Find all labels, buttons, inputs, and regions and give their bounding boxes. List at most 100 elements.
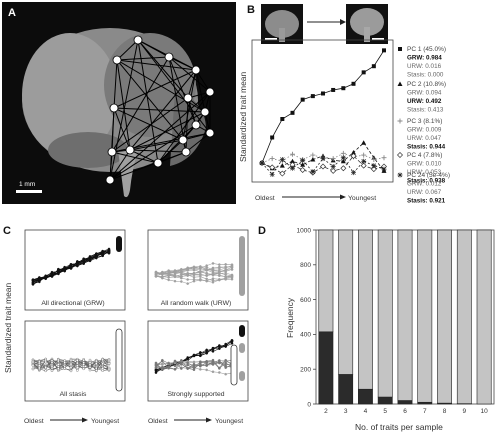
landmark-point bbox=[105, 175, 115, 185]
panel-c-point bbox=[57, 269, 60, 272]
panel-d-bar-segment bbox=[338, 229, 354, 375]
panel-c-point bbox=[69, 366, 73, 369]
panel-c-point bbox=[82, 367, 85, 371]
panel-c-point bbox=[88, 358, 92, 362]
panel-c-point bbox=[173, 368, 177, 371]
panel-b-point bbox=[259, 160, 265, 166]
panel-c-point bbox=[192, 368, 196, 372]
legend-entry-stat: GRW: 0.984 bbox=[407, 55, 442, 62]
landmark-point bbox=[125, 145, 135, 155]
panel-c-point bbox=[161, 272, 164, 276]
legend-marker bbox=[397, 152, 403, 158]
panel-d-bar-segment bbox=[318, 229, 334, 333]
landmark-point bbox=[191, 120, 201, 130]
landmark-line bbox=[113, 59, 118, 109]
panel-c-point bbox=[224, 268, 227, 272]
landmark-point bbox=[107, 147, 117, 157]
panel-b-point bbox=[340, 165, 347, 172]
panel-c-point bbox=[38, 364, 41, 368]
panel-c-point bbox=[50, 364, 54, 368]
panel-b-point bbox=[290, 165, 295, 171]
panel-c-point bbox=[199, 352, 202, 355]
panel-b-axes bbox=[251, 39, 394, 183]
panel-c-point bbox=[180, 280, 183, 283]
legend-entry-stat: GRW: 0.010 bbox=[407, 161, 442, 168]
panel-c-point bbox=[31, 281, 35, 284]
landmark-line bbox=[185, 97, 189, 153]
panel-d-bar-segment bbox=[377, 229, 393, 398]
panel-c-point bbox=[69, 369, 73, 373]
landmark-line bbox=[109, 107, 115, 181]
panel-c-point bbox=[161, 368, 164, 371]
panel-c-point bbox=[88, 362, 92, 366]
panel-d-xtick-label: 9 bbox=[463, 408, 467, 415]
legend-entry-title: PC 24 (5e-4%) bbox=[407, 172, 450, 179]
panel-c-point bbox=[205, 363, 208, 367]
panel-c-point bbox=[154, 366, 158, 370]
panel-b-point bbox=[361, 70, 366, 75]
panel-c-point bbox=[95, 362, 98, 365]
legend-marker bbox=[397, 118, 403, 124]
panel-c-point bbox=[218, 347, 221, 350]
panel-d-xtick-label: 10 bbox=[480, 408, 488, 415]
panel-c-point bbox=[31, 363, 35, 367]
panel-c-point bbox=[63, 266, 66, 269]
panel-b-point bbox=[351, 170, 356, 176]
panel-c-point bbox=[101, 362, 104, 366]
panel-b-point bbox=[310, 169, 316, 175]
legend-entry-title: PC 3 (8.1%) bbox=[407, 118, 442, 125]
panel-d-xtick-label: 7 bbox=[423, 408, 427, 415]
panel-d-ytick-label: 400 bbox=[300, 332, 311, 339]
panel-b-point bbox=[331, 87, 336, 92]
legend-entry-stat: GRW: 0.009 bbox=[407, 127, 442, 134]
panel-c-point bbox=[218, 273, 221, 277]
panel-c-point bbox=[218, 359, 221, 362]
panel-c-point bbox=[218, 366, 221, 370]
panel-c-left-xlabel-left: Oldest bbox=[24, 418, 44, 425]
panel-c-point bbox=[76, 262, 79, 265]
panel-b-point bbox=[382, 48, 386, 53]
panel-c-point bbox=[186, 363, 189, 367]
panel-c-left-xlabel-right: Youngest bbox=[91, 418, 119, 425]
panel-c-point bbox=[180, 275, 183, 279]
legend-entry-stat: GRW: 0.012 bbox=[407, 181, 442, 188]
panel-b-point bbox=[371, 64, 376, 69]
panel-d-bar-segment bbox=[338, 374, 354, 405]
panel-c-point bbox=[154, 361, 158, 365]
panel-c-point bbox=[205, 359, 208, 363]
panel-c-point bbox=[199, 360, 202, 364]
panel-c-point bbox=[69, 266, 73, 270]
panel-c-point bbox=[224, 372, 227, 376]
panel-b-point bbox=[371, 156, 377, 162]
panel-c-point bbox=[167, 366, 170, 369]
panel-c-point bbox=[199, 354, 202, 357]
landmark-point bbox=[205, 128, 215, 138]
landmark-point bbox=[183, 93, 193, 103]
panel-c-point bbox=[199, 364, 202, 367]
panel-c-subplots: All directional (GRW) All random walk (UR… bbox=[24, 229, 249, 402]
panel-c-point bbox=[50, 359, 54, 363]
panel-d-bar-segment bbox=[476, 229, 492, 405]
landmark-point bbox=[181, 147, 191, 157]
panel-c-point bbox=[211, 346, 215, 350]
panel-c-point bbox=[76, 359, 79, 362]
panel-c-point bbox=[205, 351, 208, 355]
panel-b-point bbox=[330, 164, 336, 170]
panel-b-point bbox=[320, 163, 326, 170]
panel-c-indicator bbox=[239, 325, 245, 337]
legend-entry-stat: Stasis: 0.938 bbox=[407, 178, 446, 185]
panel-c-point bbox=[186, 282, 189, 285]
panel-c-point bbox=[192, 265, 196, 269]
panel-b-point bbox=[280, 117, 285, 121]
panel-c-point bbox=[44, 365, 47, 369]
panel-c-point bbox=[38, 278, 41, 282]
landmark-point bbox=[191, 65, 201, 75]
panel-c-point bbox=[31, 278, 35, 281]
panel-d-xtick-label: 5 bbox=[383, 408, 387, 415]
panel-c-subplot-caption: All random walk (URW) bbox=[161, 300, 232, 307]
panel-b-point bbox=[290, 158, 295, 164]
panel-c-point bbox=[44, 369, 47, 373]
panel-b-series-line bbox=[261, 50, 385, 164]
landmark-line bbox=[168, 56, 197, 71]
